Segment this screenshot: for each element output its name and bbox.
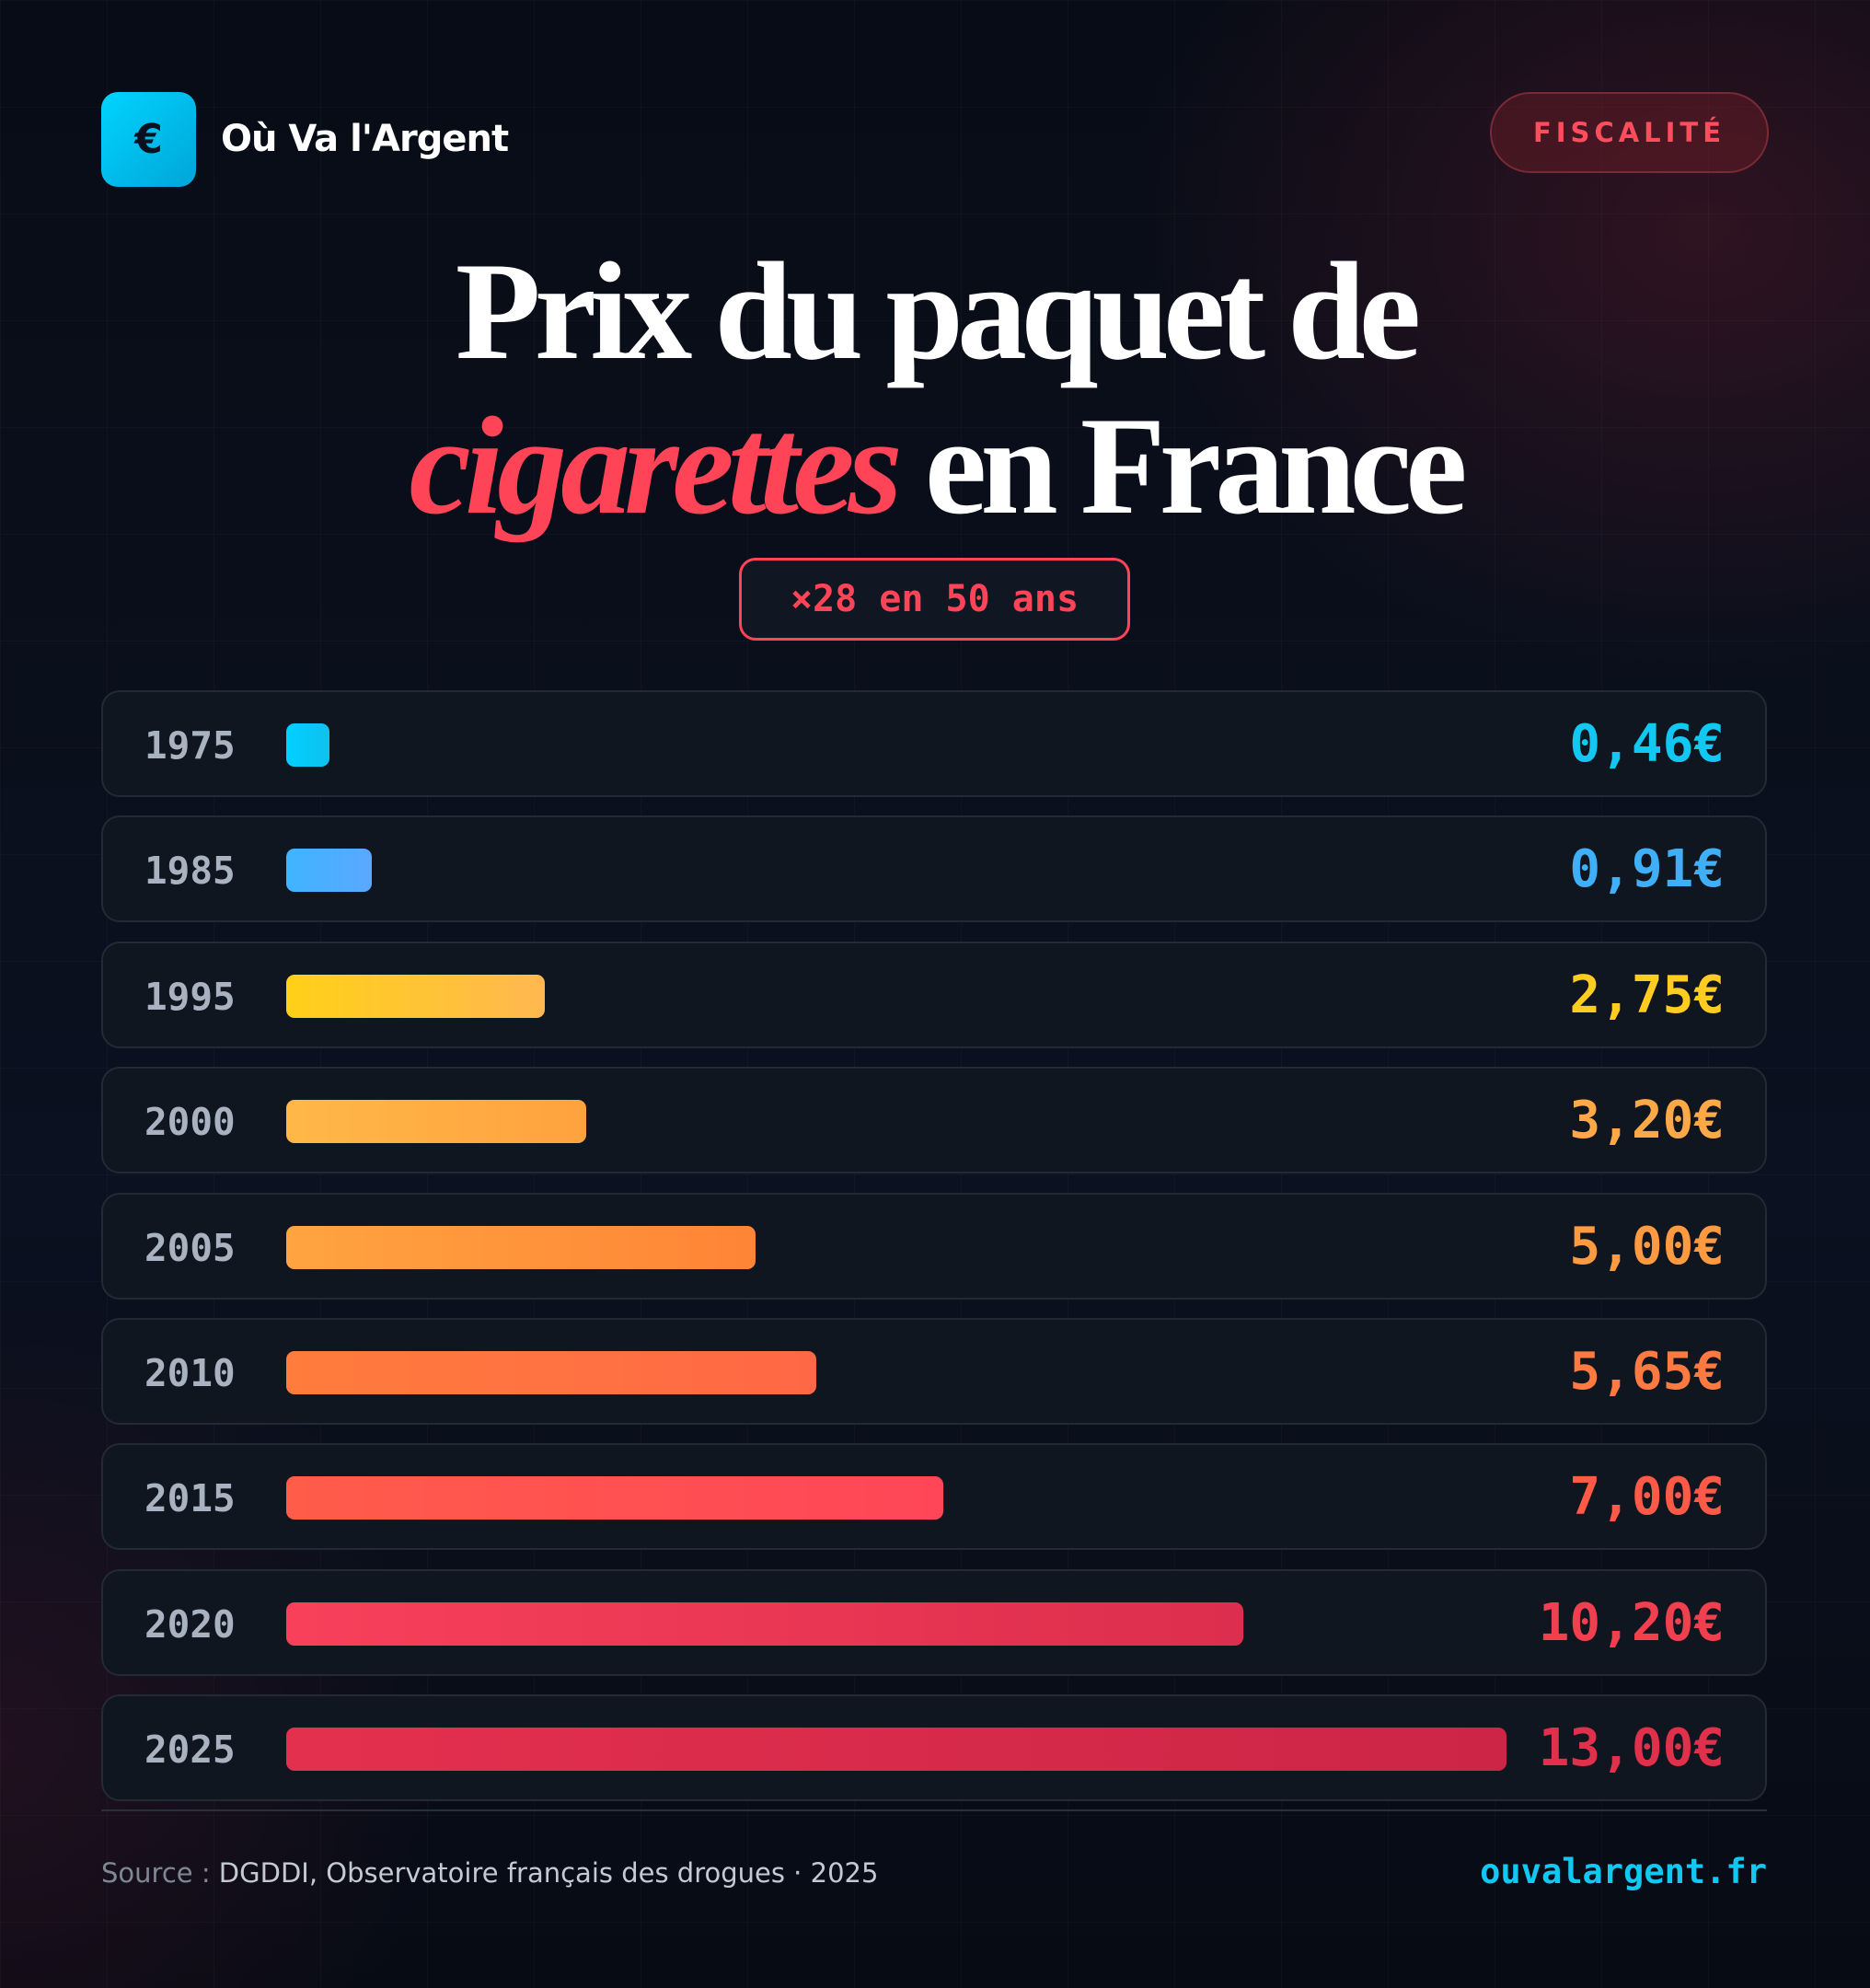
value-label: 10,20€ — [1538, 1592, 1725, 1653]
value-label: 5,00€ — [1569, 1216, 1725, 1277]
year-label: 2010 — [144, 1351, 236, 1395]
brand-name: Où Va l'Argent — [221, 118, 509, 160]
value-label: 5,65€ — [1569, 1342, 1725, 1402]
bar — [286, 1476, 943, 1520]
bar — [286, 1601, 1244, 1646]
value-label: 0,91€ — [1569, 839, 1725, 900]
bar-row: 1985 0,91€ — [101, 815, 1767, 923]
bar — [286, 974, 545, 1018]
year-label: 1995 — [144, 974, 236, 1019]
value-label: 7,00€ — [1569, 1467, 1725, 1528]
year-label: 1975 — [144, 723, 236, 768]
bar — [286, 849, 372, 893]
value-label: 3,20€ — [1569, 1091, 1725, 1151]
title-highlight: cigarettes — [409, 388, 902, 543]
website-link[interactable]: ouvalargent.fr — [1480, 1852, 1767, 1891]
bar-row: 1975 0,46€ — [101, 690, 1767, 797]
euro-icon: € — [101, 92, 196, 187]
bar-row: 2015 7,00€ — [101, 1443, 1767, 1551]
bar — [286, 1225, 756, 1269]
value-label: 2,75€ — [1569, 965, 1725, 1025]
source-note: Source : DGDDI, Observatoire français de… — [101, 1857, 878, 1889]
year-label: 2025 — [144, 1728, 236, 1773]
year-label: 2015 — [144, 1476, 236, 1521]
bar — [286, 723, 329, 767]
bar-row: 2020 10,20€ — [101, 1568, 1767, 1676]
bar-row: 2010 5,65€ — [101, 1318, 1767, 1425]
source-text: DGDDI, Observatoire français des drogues… — [210, 1857, 879, 1889]
title-line-2: cigarettes en France — [0, 396, 1870, 536]
title-line-1: Prix du paquet de — [455, 234, 1421, 388]
title-rest: en France — [895, 388, 1468, 543]
bar — [286, 1728, 1506, 1772]
bar-row: 2005 5,00€ — [101, 1192, 1767, 1300]
growth-badge: ×28 en 50 ans — [739, 558, 1130, 641]
year-label: 2000 — [144, 1100, 236, 1145]
bar — [286, 1100, 587, 1144]
divider — [101, 1809, 1767, 1811]
bar-row: 1995 2,75€ — [101, 941, 1767, 1048]
year-label: 2020 — [144, 1601, 236, 1647]
source-label: Source : — [101, 1857, 211, 1889]
category-badge: FISCALITÉ — [1490, 92, 1769, 173]
value-label: 0,46€ — [1569, 714, 1725, 774]
bar-row: 2025 13,00€ — [101, 1694, 1767, 1802]
bar — [286, 1351, 817, 1394]
year-label: 1985 — [144, 849, 236, 894]
year-label: 2005 — [144, 1225, 236, 1270]
bar-row: 2000 3,20€ — [101, 1067, 1767, 1174]
value-label: 13,00€ — [1538, 1718, 1725, 1779]
